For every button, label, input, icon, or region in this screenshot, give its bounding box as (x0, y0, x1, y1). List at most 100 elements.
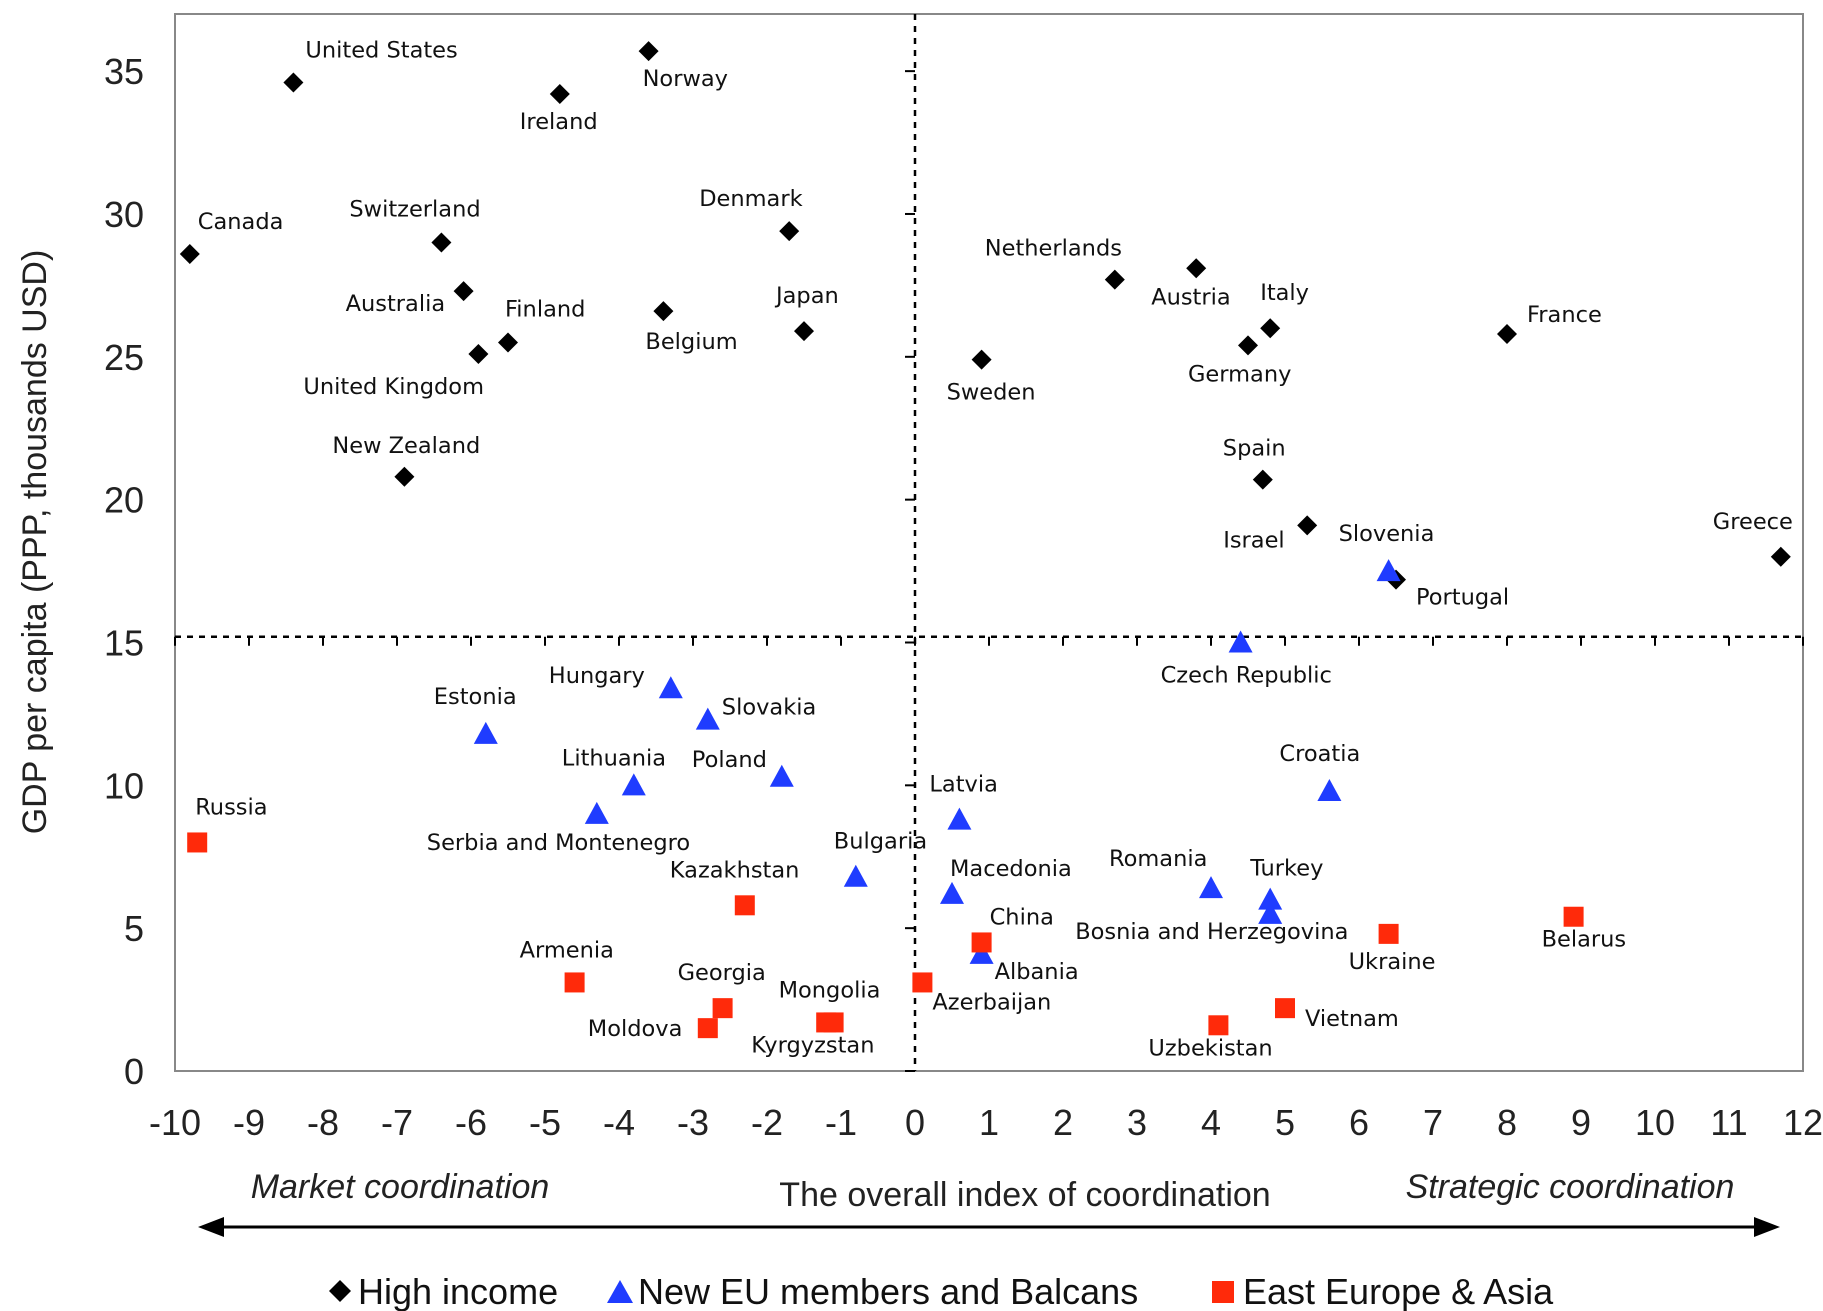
arrow-left-icon (198, 1217, 224, 1237)
label-turkey: Turkey (1249, 856, 1323, 882)
label-slovenia: Slovenia (1339, 521, 1435, 547)
point-vietnam (1275, 998, 1295, 1019)
point-japan (794, 321, 814, 342)
x-axis-title: The overall index of coordination (779, 1176, 1270, 1214)
point-united-states (283, 72, 304, 93)
label-new-zealand: New Zealand (332, 433, 480, 459)
x-tick-label: 9 (1571, 1102, 1591, 1143)
reference-lines (175, 14, 1803, 1071)
point-ukraine (1378, 923, 1399, 944)
point-moldova (697, 1018, 718, 1039)
label-macedonia: Macedonia (950, 856, 1072, 882)
label-bulgaria: Bulgaria (834, 829, 927, 855)
label-belgium: Belgium (645, 329, 737, 355)
diamond-icon (329, 1280, 351, 1302)
point-spain (1252, 469, 1273, 490)
x-tick-label: -5 (529, 1102, 561, 1143)
label-serbia-and-montenegro: Serbia and Montenegro (427, 830, 690, 856)
point-macedonia (940, 881, 964, 904)
label-albania: Albania (995, 959, 1079, 985)
point-kyrgyzstan (816, 1012, 837, 1033)
square-icon (1212, 1281, 1234, 1303)
point-poland (769, 764, 794, 787)
point-italy (1260, 318, 1281, 339)
point-serbia-and-montenegro (584, 801, 609, 824)
x-tick-label: -3 (677, 1102, 709, 1143)
point-azerbaijan (912, 972, 933, 993)
y-tick-label: 0 (124, 1051, 144, 1092)
x-tick-label: -2 (751, 1102, 783, 1143)
y-axis: 0 5 10 15 20 25 30 35 (104, 51, 915, 1092)
x-tick-label: 4 (1201, 1102, 1221, 1143)
x-tick-label: 0 (905, 1102, 925, 1143)
label-moldova: Moldova (588, 1016, 683, 1042)
legend: High income New EU members and Balcans E… (329, 1271, 1554, 1311)
point-lithuania (621, 773, 646, 796)
x-tick-label: 6 (1349, 1102, 1369, 1143)
label-denmark: Denmark (699, 186, 802, 212)
x-tick-label: 3 (1127, 1102, 1147, 1143)
point-united-kingdom (468, 343, 489, 364)
y-tick-label: 35 (104, 51, 144, 92)
label-israel: Israel (1223, 527, 1285, 553)
label-australia: Australia (346, 291, 446, 317)
label-greece: Greece (1713, 509, 1793, 535)
legend-item-new-eu: New EU members and Balcans (607, 1271, 1138, 1311)
point-bosnia-and-herzegovina (1258, 901, 1283, 924)
label-azerbaijan: Azerbaijan (932, 989, 1051, 1015)
label-uzbekistan: Uzbekistan (1148, 1035, 1272, 1061)
label-spain: Spain (1223, 436, 1286, 462)
label-china: China (990, 904, 1054, 930)
x-tick-label: 7 (1423, 1102, 1443, 1143)
label-netherlands: Netherlands (985, 236, 1122, 262)
y-tick-label: 25 (104, 337, 144, 378)
x-tick-label: -7 (381, 1102, 413, 1143)
label-latvia: Latvia (929, 772, 998, 798)
label-sweden: Sweden (947, 380, 1036, 406)
point-estonia (473, 721, 498, 744)
point-denmark (779, 221, 800, 242)
point-belgium (653, 301, 674, 322)
x-tick-label: -9 (233, 1102, 265, 1143)
label-italy: Italy (1260, 280, 1309, 306)
arrow-right-icon (1754, 1217, 1780, 1237)
annotation-strategic-coordination: Strategic coordination (1406, 1168, 1735, 1206)
label-armenia: Armenia (520, 937, 614, 963)
label-belarus: Belarus (1542, 927, 1627, 953)
point-slovakia (695, 707, 720, 730)
label-switzerland: Switzerland (349, 197, 480, 223)
x-tick-label: -10 (149, 1102, 201, 1143)
legend-item-east-europe-asia: East Europe & Asia (1212, 1271, 1554, 1311)
point-uzbekistan (1208, 1015, 1229, 1036)
point-new-zealand (394, 466, 415, 487)
x-tick-label: 11 (1710, 1102, 1747, 1143)
label-slovakia: Slovakia (722, 695, 816, 721)
label-romania: Romania (1109, 846, 1207, 872)
label-croatia: Croatia (1279, 741, 1360, 767)
point-france (1497, 323, 1517, 344)
legend-label: High income (358, 1271, 558, 1311)
point-czech-republic (1228, 630, 1253, 653)
label-georgia: Georgia (678, 960, 766, 986)
x-tick-label: 1 (979, 1102, 999, 1143)
point-germany (1238, 335, 1258, 356)
label-finland: Finland (505, 297, 585, 323)
label-czech-republic: Czech Republic (1161, 662, 1332, 688)
point-croatia (1317, 779, 1342, 802)
label-france: France (1527, 302, 1602, 328)
legend-item-high-income: High income (329, 1271, 558, 1311)
x-tick-label: 10 (1635, 1102, 1675, 1143)
y-tick-label: 10 (104, 765, 144, 806)
point-switzerland (431, 232, 452, 253)
point-australia (453, 281, 474, 302)
point-china (971, 932, 992, 953)
y-axis-title: GDP per capita (PPP, thousands USD) (16, 250, 54, 835)
point-armenia (564, 972, 585, 993)
y-tick-label: 15 (104, 622, 144, 663)
x-tick-label: -4 (603, 1102, 635, 1143)
data-points (179, 41, 1791, 1039)
y-tick-label: 5 (124, 908, 144, 949)
label-austria: Austria (1151, 284, 1231, 310)
point-sweden (971, 349, 992, 370)
